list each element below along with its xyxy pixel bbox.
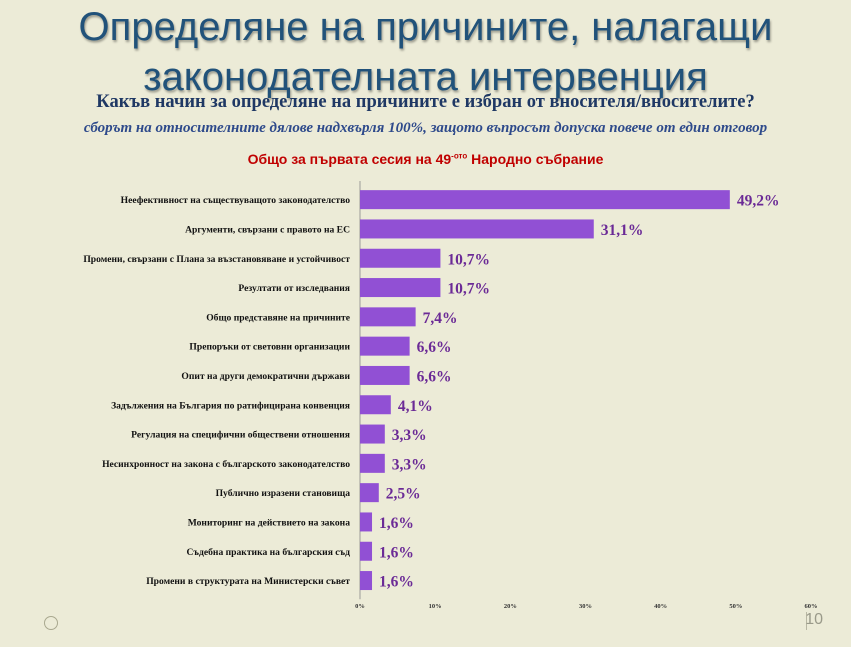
bar xyxy=(360,395,391,415)
value-label: 4,1% xyxy=(398,398,433,415)
value-label: 1,6% xyxy=(379,574,414,591)
session-sup: -ото xyxy=(451,151,468,161)
session-text-after: Народно събрание xyxy=(467,151,604,167)
category-label: Публично изразени становища xyxy=(216,488,351,499)
bar xyxy=(360,307,416,327)
bar xyxy=(360,219,594,239)
bar xyxy=(360,453,385,473)
slide-title: Определяне на причините, налагащи законо… xyxy=(0,2,851,102)
value-label: 6,6% xyxy=(417,368,452,385)
x-tick-label: 50% xyxy=(729,603,742,610)
x-tick-label: 60% xyxy=(805,603,818,610)
value-label: 49,2% xyxy=(737,193,780,210)
value-label: 1,6% xyxy=(379,515,414,532)
value-label: 10,7% xyxy=(447,251,490,268)
value-label: 31,1% xyxy=(601,222,644,239)
bar xyxy=(360,278,441,298)
bar xyxy=(360,483,379,503)
category-label: Промени, свързани с Плана за възстановяв… xyxy=(83,254,350,265)
question-heading: Какъв начин за определяне на причините е… xyxy=(96,92,755,112)
session-heading: Общо за първата сесия на 49-ото Народно … xyxy=(0,151,851,167)
category-label: Съдебна практика на българския съд xyxy=(186,547,350,558)
category-label: Аргументи, свързани с правото на ЕС xyxy=(185,224,350,235)
category-label: Неефективност на съществуващото законода… xyxy=(121,195,351,206)
category-label: Задължения на България по ратифицирана к… xyxy=(111,400,350,411)
bar xyxy=(360,190,730,210)
bar xyxy=(360,365,410,385)
title-line-1: Определяне на причините, налагащи xyxy=(78,5,773,49)
value-label: 6,6% xyxy=(417,339,452,356)
page-number: 10 xyxy=(805,611,823,628)
bar xyxy=(360,248,441,268)
note-text: сборът на относителните дялове надхвърля… xyxy=(83,120,768,136)
session-text-before: Общо за първата сесия на 49 xyxy=(247,151,452,167)
category-label: Мониторинг на действието на закона xyxy=(188,517,350,528)
bar xyxy=(360,512,373,532)
category-label: Препоръки от световни организации xyxy=(189,342,350,353)
x-tick-label: 10% xyxy=(429,603,442,610)
x-tick-label: 40% xyxy=(654,603,667,610)
category-label: Несинхронност на закона с българското за… xyxy=(102,459,350,470)
title-line-2: законодателната интервенция xyxy=(143,55,708,99)
x-tick-label: 20% xyxy=(504,603,517,610)
bar-chart: Неефективност на съществуващото законода… xyxy=(83,181,818,610)
bar xyxy=(360,541,373,561)
x-tick-label: 30% xyxy=(579,603,592,610)
slide-dot-icon xyxy=(44,616,58,630)
category-label: Промени в структурата на Министерски съв… xyxy=(146,576,350,587)
bar xyxy=(360,571,373,591)
value-label: 1,6% xyxy=(379,544,414,561)
page-number-divider xyxy=(806,612,807,630)
category-label: Регулация на специфични обществени отнош… xyxy=(131,430,350,441)
category-label: Опит на други демократични държави xyxy=(181,371,350,382)
category-label: Общо представяне на причините xyxy=(206,312,351,323)
bar xyxy=(360,336,410,356)
x-tick-label: 0% xyxy=(355,603,365,610)
value-label: 7,4% xyxy=(423,310,458,327)
value-label: 3,3% xyxy=(392,427,427,444)
value-label: 2,5% xyxy=(386,486,421,503)
category-label: Резултати от изследвания xyxy=(238,283,350,294)
value-label: 10,7% xyxy=(447,281,490,298)
bar xyxy=(360,424,385,444)
value-label: 3,3% xyxy=(392,456,427,473)
